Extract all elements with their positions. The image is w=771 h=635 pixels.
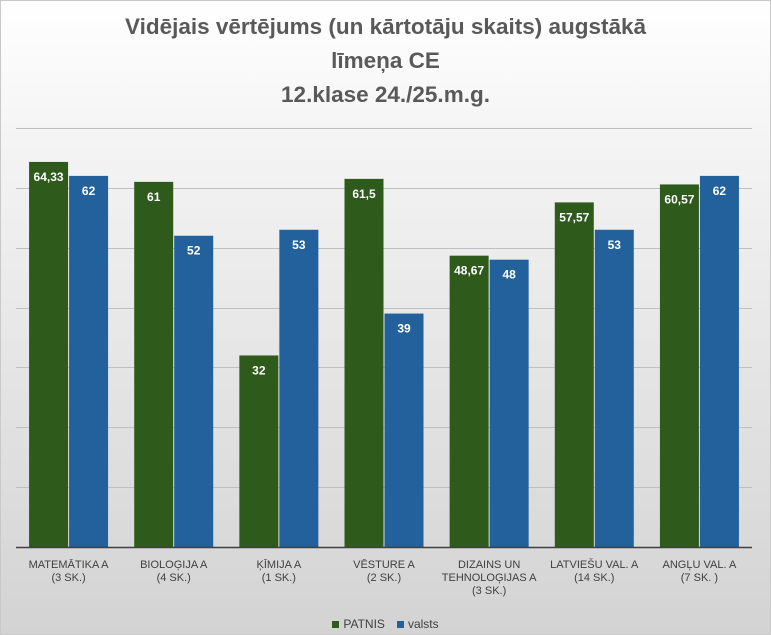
data-label-valsts-6: 62: [713, 184, 727, 198]
bar-patnis-1: [134, 181, 174, 547]
data-label-valsts-3: 39: [397, 322, 411, 336]
legend-item-valsts: valsts: [396, 617, 439, 631]
data-label-valsts-5: 53: [608, 238, 622, 252]
category-label-5-1: (14 SK.): [574, 572, 614, 584]
legend-label-patnis: PATNIS: [343, 617, 385, 631]
category-label-4-1: TEHNOLOĢIJAS A: [442, 572, 537, 584]
chart-legend: PATNIS valsts: [0, 617, 771, 631]
bar-patnis-3: [344, 178, 384, 547]
category-label-0-0: MATEMĀTIKA A: [29, 559, 110, 571]
legend-label-valsts: valsts: [407, 617, 439, 631]
bar-valsts-6: [699, 175, 739, 547]
legend-item-patnis: PATNIS: [332, 617, 385, 631]
bar-valsts-3: [384, 313, 424, 547]
category-label-4-2: (3 SK.): [472, 585, 506, 597]
chart-title: Vidējais vērtējums (un kārtotāju skaits)…: [0, 10, 771, 112]
category-label-1-0: BIOLOĢIJA A: [140, 559, 208, 571]
category-label-5-0: LATVIEŠU VAL. A: [550, 558, 639, 571]
category-label-2-1: (1 SK.): [262, 572, 296, 584]
legend-swatch-patnis: [332, 620, 340, 628]
category-label-2-0: ĶĪMIJA A: [257, 559, 302, 571]
category-label-0-1: (3 SK.): [51, 572, 85, 584]
bar-patnis-6: [659, 184, 699, 547]
bar-valsts-1: [174, 235, 214, 547]
chart-title-line-3: 12.klase 24./25.m.g.: [281, 82, 490, 107]
bar-valsts-2: [279, 229, 319, 547]
bar-valsts-5: [594, 229, 634, 547]
data-label-valsts-4: 48: [502, 268, 516, 282]
chart-title-line-1: Vidējais vērtējums (un kārtotāju skaits)…: [124, 14, 647, 39]
category-label-3-0: VĒSTURE A: [353, 559, 415, 571]
data-label-valsts-1: 52: [187, 244, 201, 258]
data-label-patnis-4: 48,67: [454, 264, 484, 278]
bar-patnis-4: [449, 255, 489, 547]
category-label-1-1: (4 SK.): [157, 572, 191, 584]
legend-swatch-valsts: [396, 620, 404, 628]
data-label-patnis-6: 60,57: [664, 192, 694, 206]
data-label-patnis-2: 32: [252, 363, 266, 377]
bar-valsts-4: [489, 259, 529, 547]
chart-title-line-2: līmeņa CE: [331, 48, 440, 73]
bar-patnis-2: [239, 355, 279, 547]
category-label-6-1: (7 SK. ): [681, 572, 718, 584]
category-label-3-1: (2 SK.): [367, 572, 401, 584]
category-label-4-0: DIZAINS UN: [458, 559, 520, 571]
bar-patnis-5: [554, 202, 594, 547]
data-label-valsts-2: 53: [292, 238, 306, 252]
category-label-6-0: ANGĻU VAL. A: [663, 559, 737, 571]
data-label-valsts-0: 62: [82, 184, 96, 198]
bar-valsts-0: [69, 175, 109, 547]
bar-patnis-0: [29, 161, 69, 547]
data-label-patnis-1: 61: [147, 190, 161, 204]
data-label-patnis-0: 64,33: [34, 170, 64, 184]
data-label-patnis-3: 61,5: [352, 187, 376, 201]
data-label-patnis-5: 57,57: [559, 210, 589, 224]
